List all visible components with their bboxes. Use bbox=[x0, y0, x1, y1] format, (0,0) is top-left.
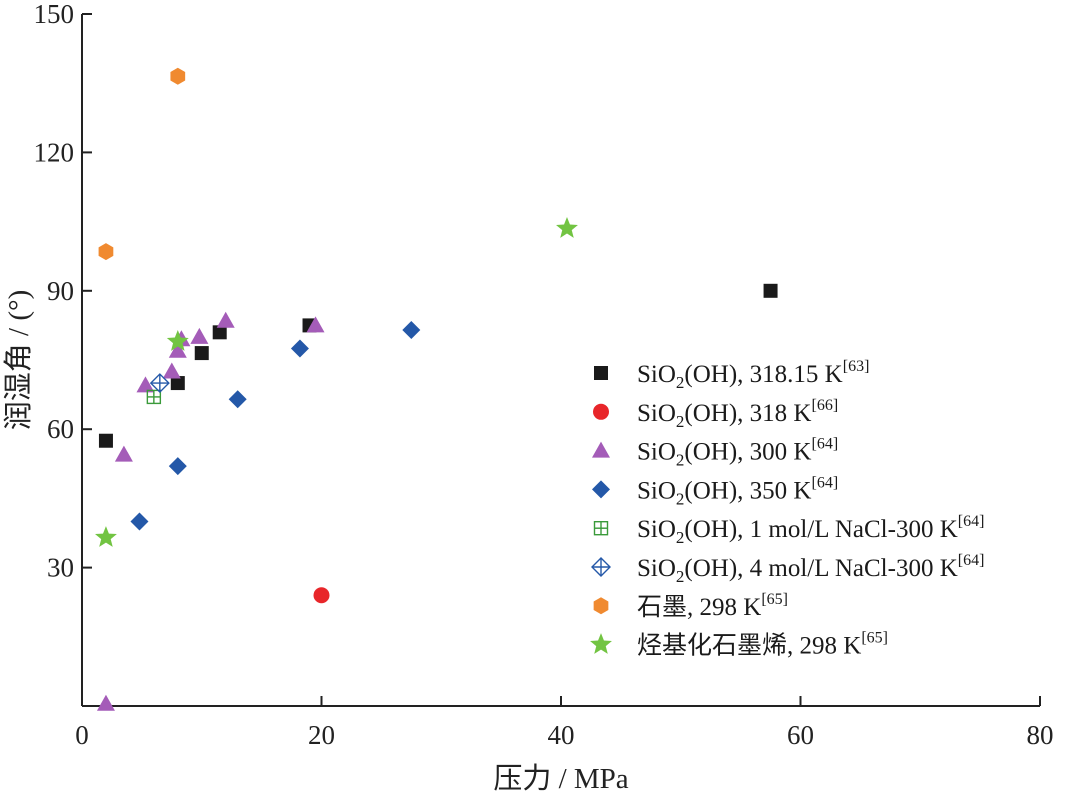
square-icon bbox=[594, 366, 608, 380]
legend-entry: 烃基化石墨烯, 298 K[65] bbox=[590, 630, 888, 660]
data-point bbox=[313, 587, 330, 604]
data-point bbox=[95, 526, 117, 547]
legend-label: SiO2(OH), 318 K[66] bbox=[637, 397, 838, 431]
series-4 bbox=[130, 321, 421, 531]
data-point bbox=[170, 67, 186, 85]
data-points bbox=[95, 67, 778, 711]
legend: SiO2(OH), 318.15 K[63] SiO2(OH), 318 K[66… bbox=[590, 358, 984, 660]
data-point bbox=[170, 376, 185, 391]
data-point bbox=[556, 217, 578, 238]
series-2 bbox=[313, 587, 330, 604]
data-point bbox=[168, 341, 187, 358]
legend-entry: SiO2(OH), 1 mol/L NaCl-300 K[64] bbox=[593, 513, 984, 547]
triangle-icon bbox=[592, 441, 610, 458]
y-tick-label: 30 bbox=[47, 553, 74, 583]
axes-layer: 0 20 40 60 80 30 60 90 120 150 bbox=[34, 0, 1054, 750]
data-point bbox=[168, 457, 187, 476]
y-tick-label: 120 bbox=[34, 137, 75, 167]
legend-label: SiO2(OH), 318.15 K[63] bbox=[637, 358, 869, 392]
series-8 bbox=[95, 217, 578, 547]
legend-entry: SiO2(OH), 300 K[64] bbox=[592, 436, 838, 470]
data-point bbox=[228, 390, 247, 409]
x-tick-label: 80 bbox=[1027, 720, 1054, 750]
legend-label: SiO2(OH), 4 mol/L NaCl-300 K[64] bbox=[637, 552, 984, 586]
data-point bbox=[290, 339, 309, 358]
x-tick-label: 0 bbox=[75, 720, 89, 750]
data-point bbox=[763, 283, 778, 298]
legend-label: SiO2(OH), 300 K[64] bbox=[637, 436, 838, 470]
data-point bbox=[96, 694, 115, 711]
boxed-plus-icon bbox=[593, 521, 609, 536]
series-6 bbox=[149, 373, 170, 394]
legend-label: 石墨, 298 K[65] bbox=[637, 591, 788, 621]
legend-entry: SiO2(OH), 318.15 K[63] bbox=[594, 358, 869, 392]
y-tick-label: 150 bbox=[34, 0, 75, 29]
legend-label: SiO2(OH), 1 mol/L NaCl-300 K[64] bbox=[637, 513, 984, 547]
data-point bbox=[146, 389, 162, 405]
circle-icon bbox=[593, 403, 609, 420]
data-point bbox=[130, 512, 149, 531]
data-point bbox=[306, 316, 325, 333]
legend-entry: SiO2(OH), 4 mol/L NaCl-300 K[64] bbox=[591, 552, 984, 586]
legend-entry: SiO2(OH), 350 K[64] bbox=[592, 474, 838, 508]
data-point bbox=[162, 362, 181, 379]
hexagon-icon bbox=[593, 597, 609, 615]
series-3 bbox=[96, 311, 325, 711]
legend-entry: 石墨, 298 K[65] bbox=[593, 591, 788, 621]
data-point bbox=[98, 243, 114, 261]
x-axis-title: 压力 / MPa bbox=[493, 762, 628, 795]
legend-label: SiO2(OH), 350 K[64] bbox=[637, 474, 838, 508]
data-point bbox=[190, 327, 209, 344]
y-tick-label: 60 bbox=[47, 414, 74, 444]
data-point bbox=[149, 373, 170, 394]
x-tick-label: 20 bbox=[308, 720, 335, 750]
legend-entry: SiO2(OH), 318 K[66] bbox=[593, 397, 838, 431]
x-tick-label: 60 bbox=[787, 720, 814, 750]
legend-label: 烃基化石墨烯, 298 K[65] bbox=[637, 630, 888, 660]
y-tick-label: 90 bbox=[47, 276, 74, 306]
data-point bbox=[114, 445, 133, 462]
diamond-plus-icon bbox=[591, 557, 611, 577]
series-7 bbox=[98, 67, 186, 261]
data-point bbox=[194, 346, 209, 361]
data-point bbox=[136, 376, 155, 393]
data-point bbox=[166, 330, 189, 351]
data-point bbox=[212, 325, 227, 340]
series-5 bbox=[146, 389, 162, 405]
data-point bbox=[216, 311, 235, 328]
star-icon bbox=[590, 633, 612, 654]
y-axis-title: 润湿角 / (°) bbox=[2, 290, 35, 430]
data-point bbox=[402, 321, 421, 340]
x-tick-label: 40 bbox=[548, 720, 575, 750]
data-point bbox=[98, 433, 113, 448]
diamond-icon bbox=[592, 480, 610, 499]
